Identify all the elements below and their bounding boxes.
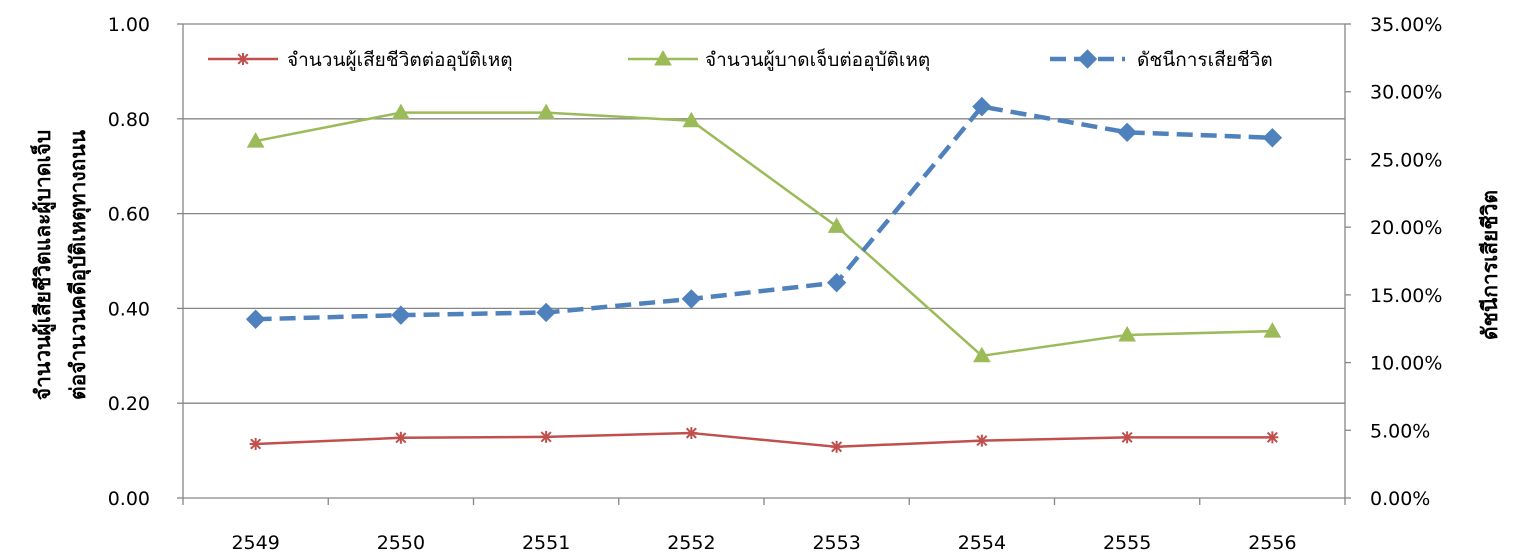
data-point bbox=[249, 437, 262, 450]
series-line bbox=[255, 111, 1273, 358]
legend-item: จำนวนผู้บาดเจ็บต่ออุบัติเหตุ bbox=[628, 47, 930, 72]
y-right-tick-label: 30.00% bbox=[1370, 82, 1442, 104]
y-left-title-line2: ต่อจำนวนคดีอุบัติเหตุทางถนน bbox=[66, 129, 92, 400]
legend-item: จำนวนผู้เสียชีวิตต่ออุบัติเหตุ bbox=[208, 49, 513, 72]
series-2 bbox=[246, 103, 1282, 363]
y-left-tick-label: 0.60 bbox=[108, 204, 150, 226]
y-right-tick-label: 35.00% bbox=[1370, 14, 1442, 36]
data-point bbox=[391, 305, 411, 325]
data-point bbox=[537, 103, 555, 120]
data-point bbox=[972, 96, 992, 117]
y-right-tick-label: 20.00% bbox=[1370, 217, 1442, 239]
axis-titles: จำนวนผู้เสียชีวิตและผู้บาดเจ็บ ต่อจำนวนคด… bbox=[29, 129, 1502, 400]
legend: จำนวนผู้เสียชีวิตต่ออุบัติเหตุ จำนวนผู้บา… bbox=[208, 47, 1273, 72]
x-tick-label: 2556 bbox=[1248, 532, 1296, 554]
y-left-tick-label: 0.40 bbox=[108, 298, 150, 320]
data-point bbox=[536, 302, 556, 323]
y-right-title: ดัชนีการเสียชีวิต bbox=[1478, 190, 1502, 340]
y-right-tick-label: 15.00% bbox=[1370, 285, 1442, 307]
data-point bbox=[392, 103, 410, 120]
x-tick-label: 2552 bbox=[667, 532, 715, 554]
series-line bbox=[255, 104, 1273, 322]
star-stroke bbox=[1121, 431, 1133, 443]
y-right-tick-label: 5.00% bbox=[1370, 420, 1430, 442]
legend-label: ดัชนีการเสียชีวิต bbox=[1137, 49, 1273, 71]
series-1 bbox=[249, 427, 1279, 453]
legend-item: ดัชนีการเสียชีวิต bbox=[1050, 49, 1273, 71]
y-right-tick-label: 10.00% bbox=[1370, 353, 1442, 375]
data-point bbox=[1263, 322, 1282, 338]
data-point bbox=[540, 430, 553, 443]
data-point bbox=[685, 427, 698, 440]
star-stroke bbox=[831, 441, 843, 453]
star-stroke bbox=[395, 432, 407, 444]
data-point bbox=[1262, 128, 1283, 148]
x-tick-label: 2551 bbox=[522, 532, 570, 554]
data-point bbox=[245, 309, 266, 329]
data-point bbox=[973, 346, 991, 363]
y-left-tick-label: 0.00 bbox=[108, 488, 150, 510]
series-3 bbox=[245, 96, 1283, 329]
x-tick-label: 2555 bbox=[1103, 532, 1151, 554]
star-stroke bbox=[685, 427, 697, 439]
data-point bbox=[826, 272, 847, 293]
x-tick-label: 2549 bbox=[231, 532, 279, 554]
data-point bbox=[394, 431, 407, 444]
data-point bbox=[682, 111, 701, 128]
y-left-tick-label: 0.20 bbox=[108, 393, 150, 415]
data-point bbox=[681, 289, 702, 309]
data-point bbox=[975, 434, 988, 447]
legend-marker bbox=[1077, 49, 1098, 69]
x-tick-label: 2553 bbox=[812, 532, 860, 554]
gridlines bbox=[183, 23, 1345, 404]
legend-label: จำนวนผู้เสียชีวิตต่ออุบัติเหตุ bbox=[287, 49, 513, 72]
y-right-tick-label: 0.00% bbox=[1370, 488, 1430, 510]
data-point bbox=[1266, 431, 1279, 444]
series-line bbox=[255, 431, 1273, 449]
axes: 0.00 0.20 0.40 0.60 0.80 1.00 0.00% 5.00% 10.00%… bbox=[108, 14, 1443, 554]
series-group bbox=[245, 96, 1283, 453]
data-point bbox=[1117, 122, 1137, 143]
y-left-title-line1: จำนวนผู้เสียชีวิตและผู้บาดเจ็บ bbox=[29, 130, 57, 400]
y-left-tick-label: 1.00 bbox=[108, 14, 150, 36]
data-point bbox=[246, 132, 265, 148]
legend-marker bbox=[237, 53, 249, 65]
y-left-tick-label: 0.80 bbox=[108, 109, 150, 131]
star-stroke bbox=[540, 431, 552, 443]
star-stroke bbox=[250, 438, 262, 450]
star-stroke bbox=[1266, 431, 1278, 443]
star-stroke bbox=[237, 53, 249, 65]
data-point bbox=[1118, 325, 1136, 342]
x-tick-label: 2554 bbox=[958, 532, 1006, 554]
data-point bbox=[827, 217, 846, 233]
y-right-tick-label: 25.00% bbox=[1370, 149, 1442, 171]
legend-label: จำนวนผู้บาดเจ็บต่ออุบัติเหตุ bbox=[705, 47, 930, 72]
data-point bbox=[1121, 431, 1134, 444]
legend-marker bbox=[654, 49, 672, 66]
x-tick-label: 2550 bbox=[377, 532, 425, 554]
star-stroke bbox=[976, 435, 988, 447]
data-point bbox=[830, 440, 843, 453]
